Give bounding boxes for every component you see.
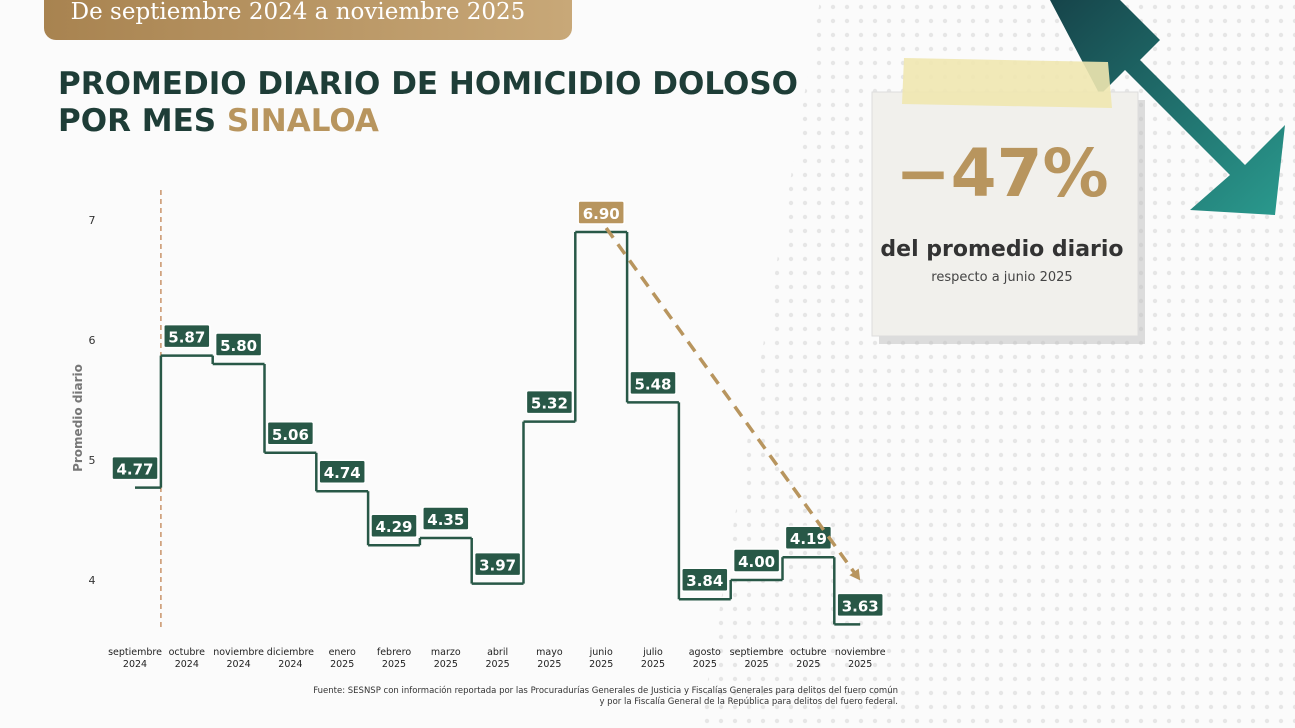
dot-pattern: [700, 0, 1295, 728]
value-label: 3.84: [686, 572, 723, 590]
value-label-box: [370, 513, 418, 538]
title-highlight: SINALOA: [227, 103, 379, 139]
callout-subtext: respecto a junio 2025: [931, 270, 1072, 285]
y-tick-label: 4: [89, 574, 96, 587]
x-tick-label: noviembre 2024: [213, 647, 264, 670]
x-tick-label: junio 2025: [589, 647, 614, 670]
value-label-box: [111, 455, 159, 481]
value-label: 5.87: [168, 329, 205, 347]
value-label: 5.06: [272, 426, 309, 444]
x-tick-label: agosto 2025: [689, 647, 721, 670]
callout-text: del promedio diario: [880, 237, 1123, 262]
trend-arrow-head: [849, 568, 861, 581]
value-label: 6.90: [583, 205, 620, 223]
x-tick-label: julio 2025: [641, 647, 665, 670]
x-tick-label: septiembre 2025: [730, 647, 784, 670]
value-label: 5.80: [220, 337, 257, 355]
value-label: 4.77: [116, 461, 153, 479]
value-label: 3.63: [842, 597, 879, 615]
value-label: 4.19: [790, 530, 827, 548]
value-label: 5.32: [531, 395, 568, 413]
source: y por la Fiscalía General de la Repúblic…: [599, 697, 898, 707]
value-label-box: [525, 389, 574, 415]
x-tick-label: mayo 2025: [536, 647, 563, 670]
value-label-box: [836, 592, 884, 618]
callout-value: −47%: [895, 135, 1108, 212]
trend-arrow: [604, 226, 856, 574]
value-label-box: [422, 506, 470, 531]
x-tick-label: octubre 2025: [790, 647, 827, 670]
badge-text: De septiembre 2024 a noviembre 2025: [71, 0, 526, 25]
value-label-box: [473, 551, 522, 577]
callout-card: −47% del promedio diario respecto a juni…: [871, 58, 1145, 344]
arrow-icon: [1050, 0, 1285, 215]
y-axis-label: Promedio diario: [71, 364, 85, 472]
value-label-box: [629, 370, 677, 396]
value-label-box: [784, 525, 833, 550]
x-tick-label: octubre 2024: [169, 647, 206, 670]
value-label-box: [214, 332, 263, 357]
source: Fuente: SESNSP con información reportada…: [313, 685, 898, 696]
value-label-box: [318, 459, 366, 484]
value-label: 5.48: [634, 375, 671, 393]
value-label-box: [681, 567, 729, 592]
value-label: 3.97: [479, 557, 516, 575]
x-tick-label: diciembre 2024: [267, 647, 314, 670]
value-label: 4.29: [375, 518, 412, 536]
x-tick-label: marzo 2025: [431, 647, 461, 670]
title-line: POR MES: [58, 103, 216, 139]
x-tick-label: noviembre 2025: [835, 647, 886, 670]
x-tick-label: septiembre 2024: [108, 647, 162, 670]
plot: 4 5 6 7 septiembre 2024 4.77 octubre 2024 5.87 nov…: [89, 190, 886, 670]
value-label-box: [266, 421, 315, 446]
y-tick-label: 7: [89, 214, 96, 227]
value-label: 4.35: [427, 511, 464, 529]
badge: [44, 0, 572, 40]
value-label: 4.00: [738, 553, 775, 571]
x-tick-label: febrero 2025: [377, 647, 411, 670]
value-label-box: [163, 323, 211, 349]
value-label-box: [732, 548, 781, 573]
value-label: 4.74: [324, 464, 361, 482]
x-tick-label: enero 2025: [329, 647, 356, 670]
y-tick-label: 5: [89, 454, 96, 467]
y-tick-label: 6: [89, 334, 96, 347]
title: POR MES SINALOA: [58, 103, 379, 139]
x-tick-label: abril 2025: [486, 647, 510, 670]
value-label-box: [577, 200, 625, 225]
title: PROMEDIO DIARIO DE HOMICIDIO DOLOSO: [58, 66, 798, 102]
